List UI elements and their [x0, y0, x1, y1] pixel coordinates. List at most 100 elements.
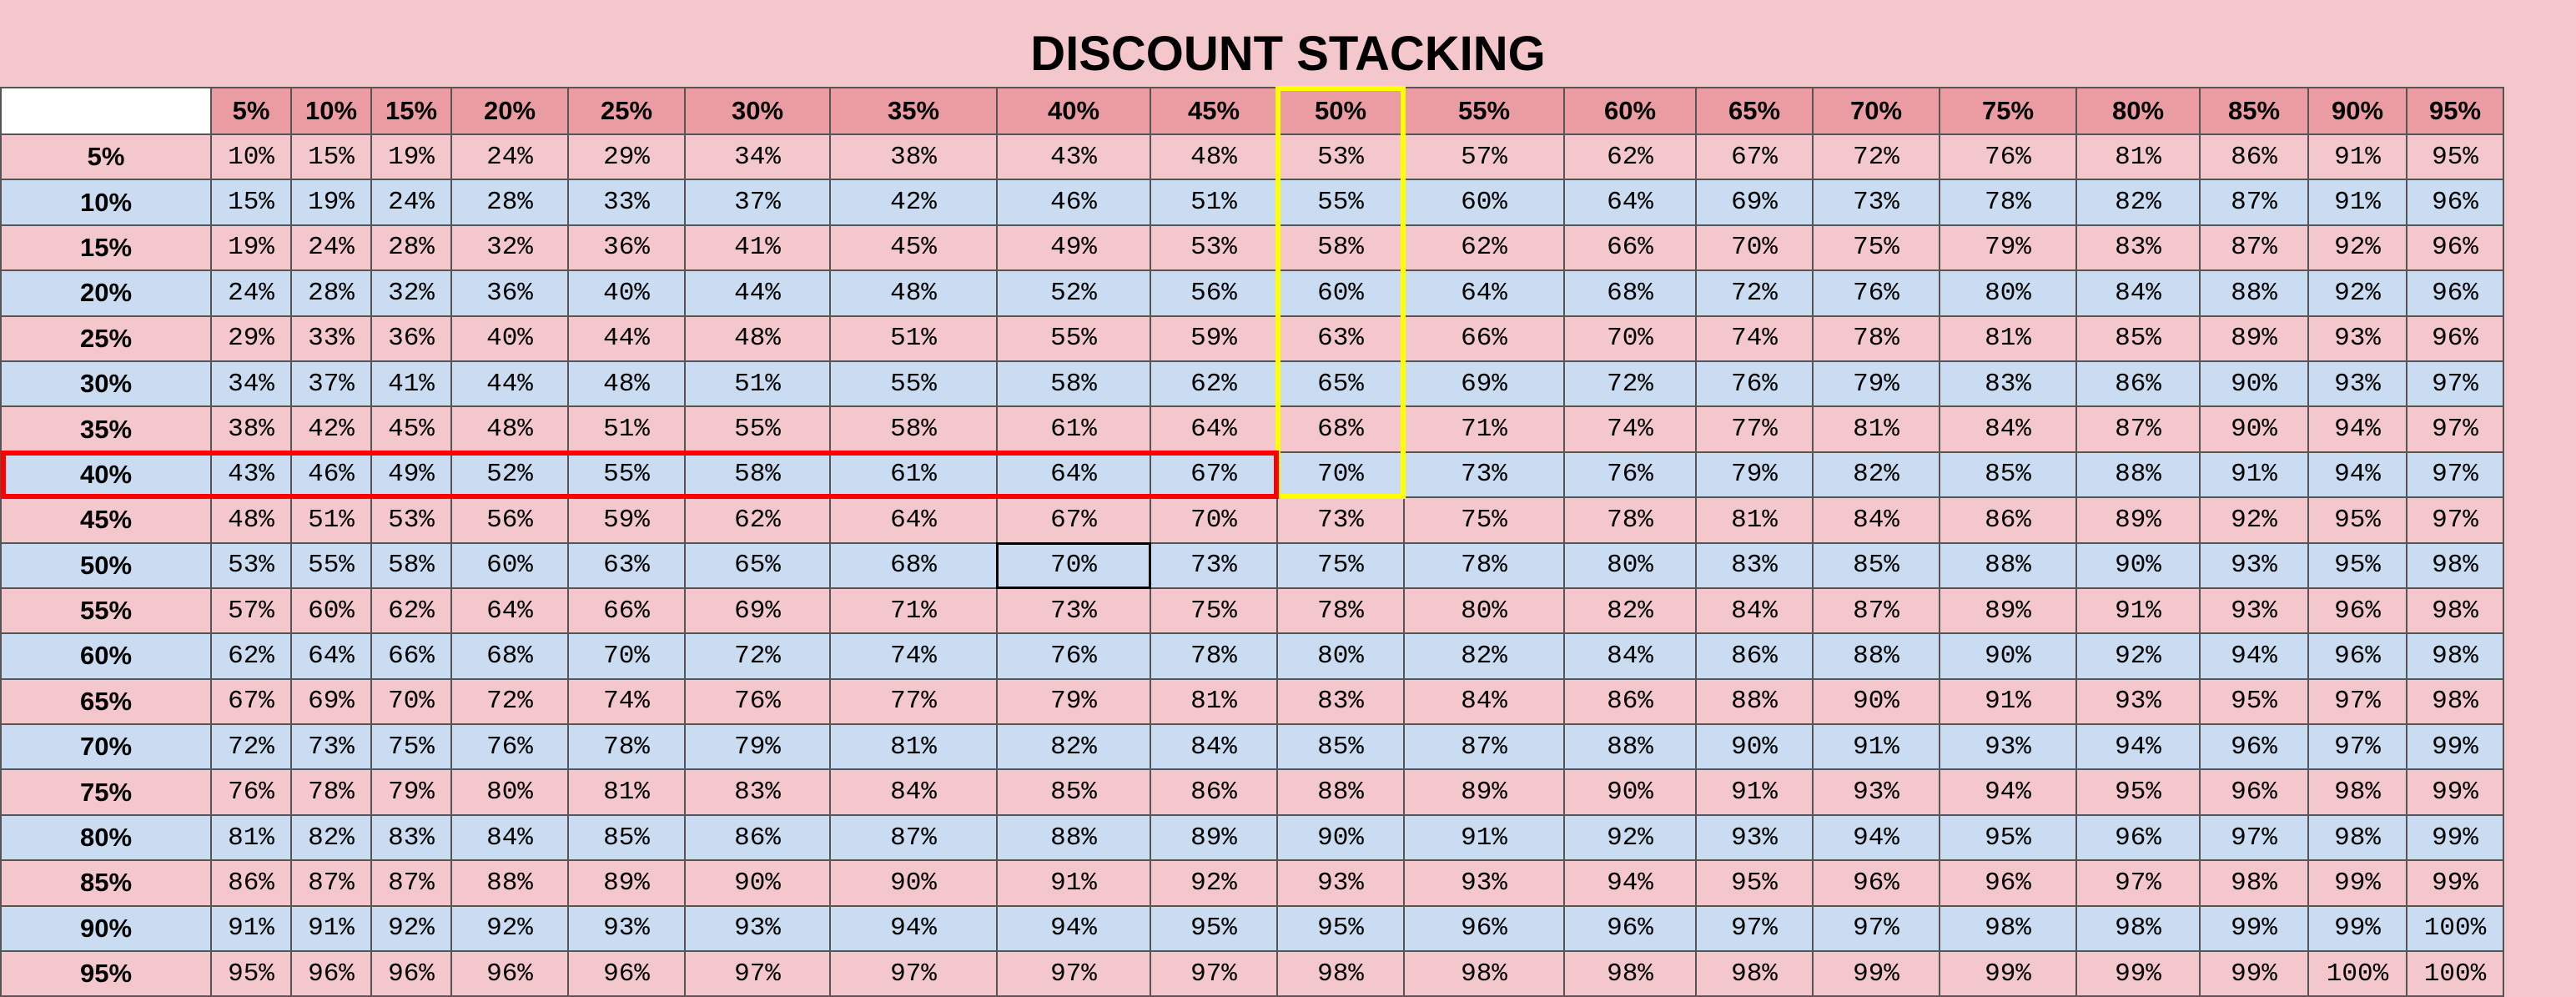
table-cell[interactable]: 81%: [1695, 496, 1814, 544]
table-cell[interactable]: 44%: [450, 360, 569, 408]
table-cell[interactable]: 58%: [829, 405, 998, 453]
table-cell[interactable]: 98%: [2406, 632, 2504, 680]
table-cell[interactable]: 96%: [2199, 768, 2309, 816]
table-cell[interactable]: 63%: [1276, 315, 1405, 362]
table-cell[interactable]: 55%: [829, 360, 998, 408]
table-cell[interactable]: 15%: [210, 179, 292, 226]
table-cell[interactable]: 91%: [1939, 677, 2077, 726]
table-cell[interactable]: 72%: [684, 632, 831, 680]
table-cell[interactable]: 87%: [1812, 587, 1940, 635]
table-cell[interactable]: 86%: [2075, 360, 2201, 408]
table-cell[interactable]: 28%: [370, 224, 452, 272]
table-cell[interactable]: 65%: [1276, 360, 1405, 408]
table-cell[interactable]: 67%: [1150, 451, 1278, 499]
table-cell[interactable]: 48%: [567, 360, 686, 408]
table-cell[interactable]: 68%: [1276, 405, 1405, 453]
table-cell[interactable]: 88%: [1695, 677, 1814, 726]
table-cell[interactable]: 86%: [210, 859, 292, 907]
table-cell[interactable]: 89%: [1939, 587, 2077, 635]
table-cell[interactable]: 69%: [684, 587, 831, 635]
table-cell[interactable]: 72%: [450, 677, 569, 726]
table-cell[interactable]: 95%: [210, 950, 292, 997]
table-cell[interactable]: 97%: [1812, 904, 1940, 953]
table-cell[interactable]: 55%: [290, 541, 372, 589]
table-cell[interactable]: 98%: [2406, 541, 2504, 589]
table-cell[interactable]: 96%: [290, 950, 372, 997]
table-cell[interactable]: 87%: [1403, 723, 1565, 771]
table-cell[interactable]: 66%: [567, 587, 686, 635]
table-cell[interactable]: 41%: [684, 224, 831, 272]
table-cell[interactable]: 62%: [1150, 360, 1278, 408]
table-cell[interactable]: 68%: [450, 632, 569, 680]
table-cell[interactable]: 73%: [1276, 496, 1405, 544]
table-cell[interactable]: 42%: [290, 405, 372, 453]
table-cell[interactable]: 96%: [2307, 632, 2407, 680]
table-cell[interactable]: 96%: [2199, 723, 2309, 771]
table-cell[interactable]: 38%: [210, 405, 292, 453]
table-cell[interactable]: 59%: [1150, 315, 1278, 362]
table-cell[interactable]: 95%: [1695, 859, 1814, 907]
table-cell[interactable]: 84%: [1563, 632, 1697, 680]
table-cell[interactable]: 74%: [1563, 405, 1697, 453]
table-cell[interactable]: 53%: [1276, 133, 1405, 181]
table-cell[interactable]: 99%: [2075, 950, 2201, 997]
table-cell[interactable]: 55%: [1276, 179, 1405, 226]
table-cell[interactable]: 82%: [1403, 632, 1565, 680]
table-cell[interactable]: 70%: [370, 677, 452, 726]
table-cell[interactable]: 76%: [210, 768, 292, 816]
table-cell[interactable]: 79%: [996, 677, 1151, 726]
table-cell[interactable]: 96%: [2406, 269, 2504, 317]
table-cell[interactable]: 69%: [290, 677, 372, 726]
table-cell[interactable]: 94%: [996, 904, 1151, 953]
table-cell[interactable]: 84%: [829, 768, 998, 816]
table-cell[interactable]: 43%: [996, 133, 1151, 181]
table-cell[interactable]: 90%: [1276, 813, 1405, 862]
table-cell[interactable]: 78%: [1150, 632, 1278, 680]
table-cell[interactable]: 71%: [829, 587, 998, 635]
table-cell[interactable]: 87%: [829, 813, 998, 862]
table-cell[interactable]: 83%: [684, 768, 831, 816]
table-cell[interactable]: 84%: [450, 813, 569, 862]
table-cell[interactable]: 79%: [684, 723, 831, 771]
table-cell[interactable]: 94%: [1812, 813, 1940, 862]
table-cell[interactable]: 92%: [450, 904, 569, 953]
table-cell[interactable]: 76%: [1695, 360, 1814, 408]
table-cell[interactable]: 70%: [1276, 451, 1405, 499]
table-cell[interactable]: 74%: [567, 677, 686, 726]
table-cell[interactable]: 84%: [1812, 496, 1940, 544]
table-cell[interactable]: 87%: [2199, 224, 2309, 272]
table-cell[interactable]: 58%: [370, 541, 452, 589]
table-cell[interactable]: 73%: [996, 587, 1151, 635]
table-cell[interactable]: 44%: [567, 315, 686, 362]
table-cell[interactable]: 33%: [290, 315, 372, 362]
table-cell[interactable]: 59%: [567, 496, 686, 544]
table-cell[interactable]: 72%: [1563, 360, 1697, 408]
table-cell[interactable]: 64%: [1150, 405, 1278, 453]
table-cell[interactable]: 82%: [996, 723, 1151, 771]
table-cell[interactable]: 93%: [684, 904, 831, 953]
table-cell[interactable]: 73%: [1150, 541, 1278, 589]
table-cell[interactable]: 91%: [2199, 451, 2309, 499]
table-cell[interactable]: 97%: [829, 950, 998, 997]
table-cell[interactable]: 98%: [2307, 813, 2407, 862]
table-cell[interactable]: 62%: [210, 632, 292, 680]
table-cell[interactable]: 88%: [1939, 541, 2077, 589]
table-cell[interactable]: 84%: [2075, 269, 2201, 317]
table-cell[interactable]: 81%: [1939, 315, 2077, 362]
table-cell[interactable]: 49%: [370, 451, 452, 499]
table-cell[interactable]: 48%: [450, 405, 569, 453]
table-cell[interactable]: 85%: [1276, 723, 1405, 771]
table-cell[interactable]: 92%: [2307, 224, 2407, 272]
table-cell[interactable]: 96%: [2307, 587, 2407, 635]
table-cell[interactable]: 34%: [684, 133, 831, 181]
table-cell[interactable]: 90%: [2199, 405, 2309, 453]
table-cell[interactable]: 100%: [2406, 904, 2504, 953]
table-cell[interactable]: 70%: [1695, 224, 1814, 272]
table-cell[interactable]: 99%: [2199, 904, 2309, 953]
table-cell[interactable]: 70%: [567, 632, 686, 680]
table-cell[interactable]: 72%: [1695, 269, 1814, 317]
table-cell[interactable]: 43%: [210, 451, 292, 499]
table-cell[interactable]: 93%: [1939, 723, 2077, 771]
table-cell[interactable]: 97%: [1150, 950, 1278, 997]
table-cell[interactable]: 70%: [1563, 315, 1697, 362]
